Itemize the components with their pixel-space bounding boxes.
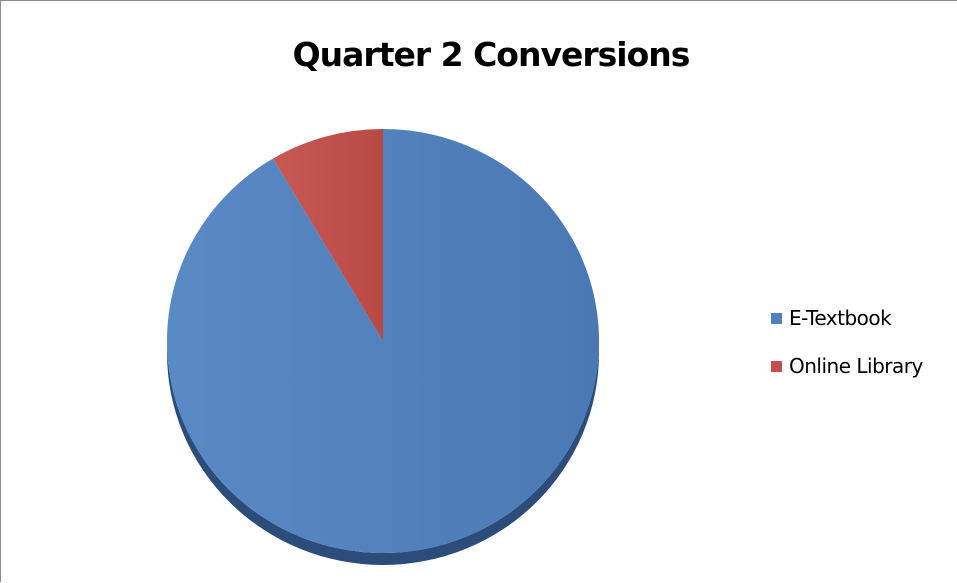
- pie-slices: [166, 129, 599, 553]
- legend-label-online-library: Online Library: [789, 354, 923, 378]
- legend-label-e-textbook: E-Textbook: [789, 306, 892, 330]
- legend-item-e-textbook: E-Textbook: [771, 306, 892, 330]
- chart-title: Quarter 2 Conversions: [292, 35, 691, 74]
- pie-slice-online-library: [273, 129, 383, 341]
- legend-swatch-online-library: [771, 360, 782, 372]
- legend-swatch-e-textbook: [771, 312, 782, 324]
- legend-item-online-library: Online Library: [771, 354, 923, 378]
